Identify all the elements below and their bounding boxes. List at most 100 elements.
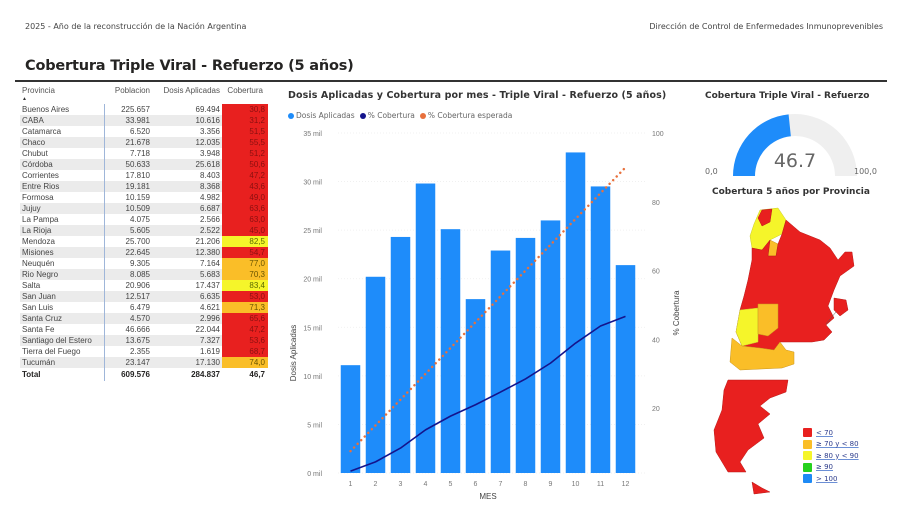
table-row[interactable]: Tierra del Fuego 2.355 1.619 68,7 xyxy=(20,346,268,357)
cell-dosis: 6.635 xyxy=(199,292,220,301)
legend-swatch-icon xyxy=(803,462,812,472)
y-tick-right: 80 xyxy=(652,200,660,207)
y-tick-left: 20 mil xyxy=(303,277,322,284)
table-row[interactable]: Catamarca 6.520 3.356 51,5 xyxy=(20,126,268,137)
map-legend-item[interactable]: ≥ 80 y < 90 xyxy=(803,450,859,462)
table-row[interactable]: Santa Fe 46.666 22.044 47,2 xyxy=(20,324,268,335)
table-row[interactable]: Santa Cruz 4.570 2.996 65,6 xyxy=(20,313,268,324)
cell-poblacion: 225.657 xyxy=(104,104,150,115)
bar-dosis[interactable] xyxy=(590,186,611,473)
column-header-cobertura[interactable]: Cobertura xyxy=(227,86,263,95)
cell-provincia: Formosa xyxy=(22,193,54,202)
table-row[interactable]: Jujuy 10.509 6.687 63,6 xyxy=(20,203,268,214)
combo-chart[interactable]: 0 mil 5 mil 10 mil 15 mil 20 mil 25 mil 30 mil… xyxy=(280,120,690,505)
cell-dosis: 8.368 xyxy=(199,182,220,191)
table-total-row: Total 609.576 284.837 46,7 xyxy=(20,368,268,381)
cell-provincia: Tucumán xyxy=(22,358,56,367)
bar-dosis[interactable] xyxy=(465,299,486,473)
column-header-provincia[interactable]: Provincia xyxy=(22,86,55,95)
table-row[interactable]: Buenos Aires 225.657 69.494 30,8 xyxy=(20,104,268,115)
bar-dosis[interactable] xyxy=(565,152,586,473)
table-row[interactable]: La Rioja 5.605 2.522 45,0 xyxy=(20,225,268,236)
map-legend-item[interactable]: ≥ 70 y < 80 xyxy=(803,439,859,451)
bar-dosis[interactable] xyxy=(340,365,361,473)
bar-dosis[interactable] xyxy=(615,265,636,473)
table-row[interactable]: Formosa 10.159 4.982 49,0 xyxy=(20,192,268,203)
province-mendoza[interactable] xyxy=(735,307,759,347)
map-legend-item[interactable]: ≥ 90 xyxy=(803,462,859,474)
table-row[interactable]: Neuquén 9.305 7.164 77,0 xyxy=(20,258,268,269)
cell-provincia: Buenos Aires xyxy=(22,105,70,114)
map-legend-item[interactable]: < 70 xyxy=(803,427,859,439)
province-jujuy[interactable] xyxy=(757,208,773,227)
table-row[interactable]: La Pampa 4.075 2.566 63,0 xyxy=(20,214,268,225)
bar-dosis[interactable] xyxy=(365,276,386,473)
table-row[interactable]: San Luis 6.479 4.621 71,3 xyxy=(20,302,268,313)
y-tick-right: 40 xyxy=(652,337,660,344)
table-body: Buenos Aires 225.657 69.494 30,8 CABA 33.981 1… xyxy=(20,104,268,368)
cell-dosis: 12.380 xyxy=(195,248,220,257)
bar-dosis[interactable] xyxy=(415,183,436,473)
x-tick: 11 xyxy=(597,481,604,488)
cell-provincia: Córdoba xyxy=(22,160,53,169)
line-cobertura-esperada[interactable] xyxy=(349,166,627,453)
line-cobertura[interactable] xyxy=(350,315,626,472)
map-legend-item[interactable]: > 100 xyxy=(803,473,859,485)
legend-item-cobertura[interactable]: % Cobertura xyxy=(359,111,415,120)
province-neuquen-rio-negro[interactable] xyxy=(729,337,795,371)
table-row[interactable]: Córdoba 50.633 25.618 50,6 xyxy=(20,159,268,170)
coverage-table: Provincia ▲ Poblacion Dosis Aplicadas Co… xyxy=(20,86,268,381)
table-row[interactable]: Chubut 7.718 3.948 51,2 xyxy=(20,148,268,159)
cell-provincia: Santa Cruz xyxy=(22,314,63,323)
cell-dosis: 17.437 xyxy=(195,281,220,290)
x-tick: 8 xyxy=(524,481,528,488)
cell-poblacion: 9.305 xyxy=(104,258,150,269)
cell-cobertura: 74,0 xyxy=(222,357,268,368)
x-tick: 6 xyxy=(474,481,478,488)
table-header: Provincia ▲ Poblacion Dosis Aplicadas Co… xyxy=(20,86,268,104)
bar-dosis[interactable] xyxy=(490,250,511,473)
province-patagonia-south[interactable] xyxy=(713,379,789,473)
table-row[interactable]: Corrientes 17.810 8.403 47,2 xyxy=(20,170,268,181)
column-header-poblacion[interactable]: Poblacion xyxy=(114,86,150,95)
bar-dosis[interactable] xyxy=(390,236,411,473)
table-row[interactable]: Rio Negro 8.085 5.683 70,3 xyxy=(20,269,268,280)
total-poblacion: 609.576 xyxy=(104,368,150,381)
legend-item-cobertura-esperada[interactable]: % Cobertura esperada xyxy=(419,111,512,120)
cell-dosis: 3.356 xyxy=(199,127,220,136)
argentina-province-map[interactable] xyxy=(700,200,860,495)
cell-poblacion: 33.981 xyxy=(104,115,150,126)
table-row[interactable]: Mendoza 25.700 21.206 82,5 xyxy=(20,236,268,247)
sort-ascending-icon[interactable]: ▲ xyxy=(22,96,27,102)
legend-item-dosis[interactable]: Dosis Aplicadas xyxy=(288,111,355,120)
y-tick-left: 15 mil xyxy=(303,325,322,332)
cell-dosis: 25.618 xyxy=(195,160,220,169)
table-row[interactable]: Santiago del Estero 13.675 7.327 53,6 xyxy=(20,335,268,346)
bar-dosis[interactable] xyxy=(515,237,536,473)
legend-swatch-icon xyxy=(803,474,812,484)
cell-poblacion: 22.645 xyxy=(104,247,150,258)
cell-poblacion: 8.085 xyxy=(104,269,150,280)
column-header-dosis[interactable]: Dosis Aplicadas xyxy=(163,86,220,95)
table-row[interactable]: Salta 20.906 17.437 83,4 xyxy=(20,280,268,291)
legend-swatch-icon xyxy=(803,451,812,461)
table-row[interactable]: San Juan 12.517 6.635 53,0 xyxy=(20,291,268,302)
caba-inset[interactable] xyxy=(833,297,849,317)
bar-dosis[interactable] xyxy=(540,220,561,473)
cell-provincia: Corrientes xyxy=(22,171,59,180)
table-row[interactable]: Entre Rios 19.181 8.368 43,6 xyxy=(20,181,268,192)
table-row[interactable]: Chaco 21.678 12.035 55,5 xyxy=(20,137,268,148)
cell-poblacion: 12.517 xyxy=(104,291,150,302)
cell-cobertura: 65,6 xyxy=(222,313,268,324)
province-tierra-del-fuego[interactable] xyxy=(751,481,771,495)
cell-dosis: 22.044 xyxy=(195,325,220,334)
table-row[interactable]: Misiones 22.645 12.380 54,7 xyxy=(20,247,268,258)
cell-dosis: 69.494 xyxy=(195,105,220,114)
province-san-luis[interactable] xyxy=(757,303,779,337)
gauge-min: 0,0 xyxy=(705,167,718,176)
table-row[interactable]: CABA 33.981 10.616 31,2 xyxy=(20,115,268,126)
bar-dosis[interactable] xyxy=(440,229,461,473)
cell-cobertura: 63,0 xyxy=(222,214,268,225)
cell-cobertura: 47,2 xyxy=(222,324,268,335)
table-row[interactable]: Tucumán 23.147 17.130 74,0 xyxy=(20,357,268,368)
